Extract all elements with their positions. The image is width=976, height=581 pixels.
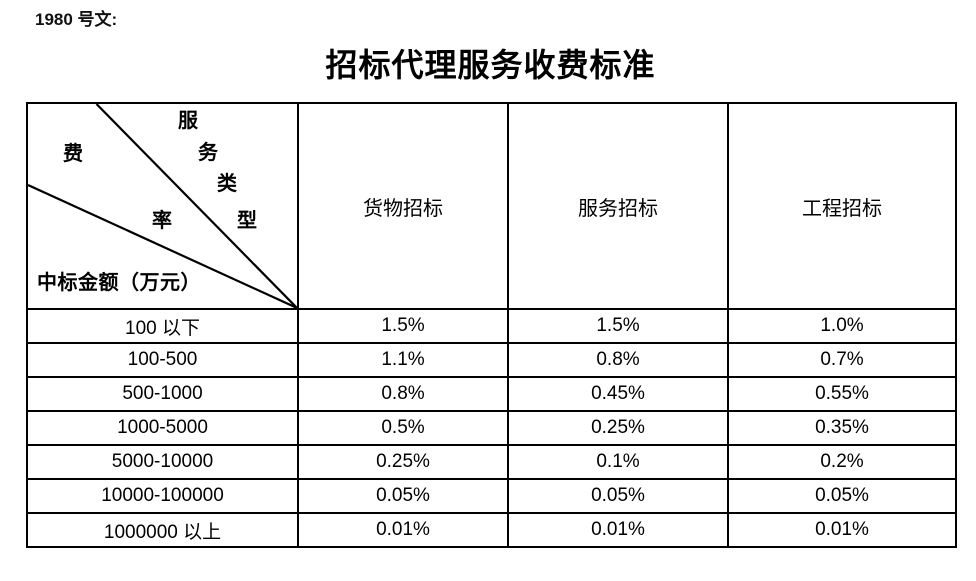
rate-value-cell: 0.2% [727,444,957,480]
rate-value-cell: 0.01% [507,512,729,548]
amount-range-cell: 100-500 [26,342,299,378]
corner-label-service-type-char: 型 [237,210,257,232]
rate-value-cell: 0.45% [507,376,729,412]
table-row: 1000000 以上 0.01% 0.01% 0.01% [26,512,957,548]
rate-value-cell: 0.7% [727,342,957,378]
rate-value-cell: 0.05% [507,478,729,514]
column-header-engineering-bidding: 工程招标 [727,102,957,310]
table-row: 100-500 1.1% 0.8% 0.7% [26,342,957,378]
rate-value-cell: 0.05% [297,478,509,514]
amount-range-cell: 5000-10000 [26,444,299,480]
table-row: 100 以下 1.5% 1.5% 1.0% [26,308,957,344]
table-row: 10000-100000 0.05% 0.05% 0.05% [26,478,957,514]
amount-range-cell: 1000-5000 [26,410,299,446]
rate-value-cell: 0.1% [507,444,729,480]
column-header-service-bidding: 服务招标 [507,102,729,310]
rate-value-cell: 0.8% [297,376,509,412]
diagonal-header-cell: 服 费 务 类 率 型 中标金额（万元） [26,102,299,310]
fee-standard-table: 服 费 务 类 率 型 中标金额（万元） 货物招标 服务招标 工程招标 100 … [26,102,957,548]
corner-label-rate-char: 率 [152,210,172,232]
corner-label-service-type-char: 类 [217,173,237,195]
column-header-goods-bidding: 货物招标 [297,102,509,310]
rate-value-cell: 0.35% [727,410,957,446]
diagonal-divider-lines [28,104,297,308]
diagonal-corner-box: 服 费 务 类 率 型 中标金额（万元） [28,104,297,308]
corner-label-service-type-char: 服 [178,110,198,132]
corner-label-fee-char: 费 [63,143,83,165]
page-title: 招标代理服务收费标准 [325,47,656,83]
rate-value-cell: 0.05% [727,478,957,514]
fee-table-body: 100 以下 1.5% 1.5% 1.0% 100-500 1.1% 0.8% 0.7% 500… [26,308,957,548]
amount-range-cell: 100 以下 [26,308,299,344]
amount-range-cell: 10000-100000 [26,478,299,514]
table-row: 5000-10000 0.25% 0.1% 0.2% [26,444,957,480]
rate-value-cell: 0.25% [507,410,729,446]
corner-label-service-type-char: 务 [198,142,218,164]
table-row: 500-1000 0.8% 0.45% 0.55% [26,376,957,412]
rate-value-cell: 1.0% [727,308,957,344]
rate-value-cell: 1.5% [507,308,729,344]
rate-value-cell: 0.5% [297,410,509,446]
rate-value-cell: 0.01% [297,512,509,548]
amount-range-cell: 1000000 以上 [26,512,299,548]
header-row: 服 费 务 类 率 型 中标金额（万元） 货物招标 服务招标 工程招标 [26,102,957,310]
table-row: 1000-5000 0.5% 0.25% 0.35% [26,410,957,446]
rate-value-cell: 0.55% [727,376,957,412]
amount-range-cell: 500-1000 [26,376,299,412]
rate-value-cell: 0.8% [507,342,729,378]
corner-label-amount: 中标金额（万元） [37,272,201,294]
rate-value-cell: 0.01% [727,512,957,548]
rate-value-cell: 1.1% [297,342,509,378]
rate-value-cell: 1.5% [297,308,509,344]
document-ref-label: 1980 号文: [35,10,118,29]
rate-value-cell: 0.25% [297,444,509,480]
